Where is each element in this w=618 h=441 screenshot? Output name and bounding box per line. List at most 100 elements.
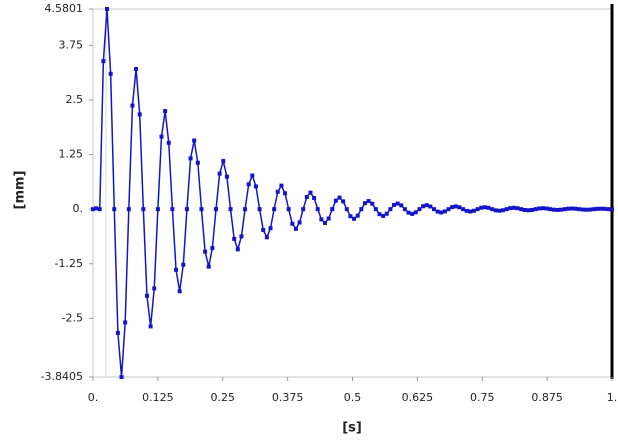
data-point	[326, 216, 331, 221]
data-point	[410, 211, 415, 216]
data-point	[112, 207, 117, 212]
data-point	[431, 207, 436, 212]
data-point	[388, 207, 393, 212]
data-point	[312, 196, 317, 201]
y-tick-label: -1.25	[55, 257, 83, 270]
data-point	[377, 212, 382, 217]
data-point	[424, 203, 429, 208]
y-tick-label: -2.5	[62, 311, 83, 324]
data-point	[163, 109, 168, 114]
data-point	[348, 214, 353, 219]
data-point	[214, 207, 219, 212]
y-tick-label: 3.75	[59, 38, 84, 51]
data-point	[224, 174, 229, 179]
data-point	[283, 191, 288, 196]
data-point	[272, 207, 277, 212]
x-tick-label: 0.5	[344, 391, 362, 404]
data-point	[464, 208, 469, 213]
data-point	[526, 208, 531, 213]
data-point	[537, 206, 542, 211]
data-line	[92, 8, 613, 378]
data-point	[373, 207, 378, 212]
data-point	[315, 207, 320, 212]
data-point	[217, 171, 222, 176]
data-point	[279, 183, 284, 188]
data-point	[580, 207, 585, 212]
data-point	[471, 208, 476, 213]
data-point	[91, 207, 95, 212]
data-point	[501, 208, 506, 213]
data-point	[602, 206, 607, 211]
data-point	[174, 267, 179, 272]
data-point	[188, 156, 193, 161]
data-point	[177, 289, 182, 294]
data-point	[522, 207, 527, 212]
data-point	[101, 59, 106, 64]
x-tick-label: 0.125	[142, 391, 174, 404]
data-point	[341, 199, 346, 204]
data-point	[264, 235, 269, 240]
data-point	[439, 210, 444, 215]
data-point	[333, 198, 338, 203]
data-point	[152, 286, 157, 291]
data-point	[370, 201, 375, 206]
data-point	[453, 204, 458, 209]
data-point	[243, 207, 248, 212]
data-point	[406, 210, 411, 215]
data-point	[450, 205, 455, 210]
data-point	[551, 207, 556, 212]
data-point	[591, 207, 596, 212]
x-tick-label: 0.	[88, 391, 99, 404]
data-point	[530, 207, 535, 212]
data-point	[355, 213, 360, 218]
data-point	[366, 199, 371, 204]
data-point	[192, 138, 197, 143]
data-point	[344, 207, 349, 212]
data-point	[570, 206, 575, 211]
data-point	[435, 209, 440, 214]
data-point	[239, 234, 244, 239]
data-point	[170, 207, 175, 212]
data-point	[322, 220, 327, 225]
data-point	[508, 206, 513, 211]
x-tick-label: 0.75	[470, 391, 495, 404]
y-axis-title: [mm]	[13, 171, 28, 210]
data-point	[203, 249, 208, 254]
data-point	[504, 207, 509, 212]
data-point	[352, 216, 357, 221]
data-point	[399, 203, 404, 208]
data-point	[181, 262, 186, 267]
data-point	[402, 207, 407, 212]
data-point	[381, 213, 386, 218]
data-point	[228, 207, 233, 212]
data-point	[486, 205, 491, 210]
data-point	[482, 205, 487, 210]
data-point	[166, 140, 171, 145]
data-point	[130, 103, 135, 108]
x-tick-label: 0.875	[531, 391, 563, 404]
data-point	[606, 207, 611, 212]
data-point	[446, 207, 451, 212]
data-point	[555, 207, 560, 212]
data-point	[268, 226, 273, 231]
data-point	[221, 159, 226, 164]
data-point	[286, 207, 291, 212]
data-point	[479, 205, 484, 210]
data-point	[261, 227, 266, 232]
data-point	[392, 202, 397, 207]
data-point	[533, 207, 538, 212]
data-point	[232, 236, 237, 241]
data-point	[540, 206, 545, 211]
data-point	[468, 209, 473, 214]
data-point	[235, 247, 240, 252]
data-point	[141, 207, 146, 212]
data-point	[206, 264, 211, 269]
data-point	[442, 209, 447, 214]
data-point	[562, 207, 567, 212]
data-point	[148, 324, 153, 329]
data-point	[362, 201, 367, 206]
data-point	[210, 246, 215, 251]
data-point	[134, 67, 139, 72]
